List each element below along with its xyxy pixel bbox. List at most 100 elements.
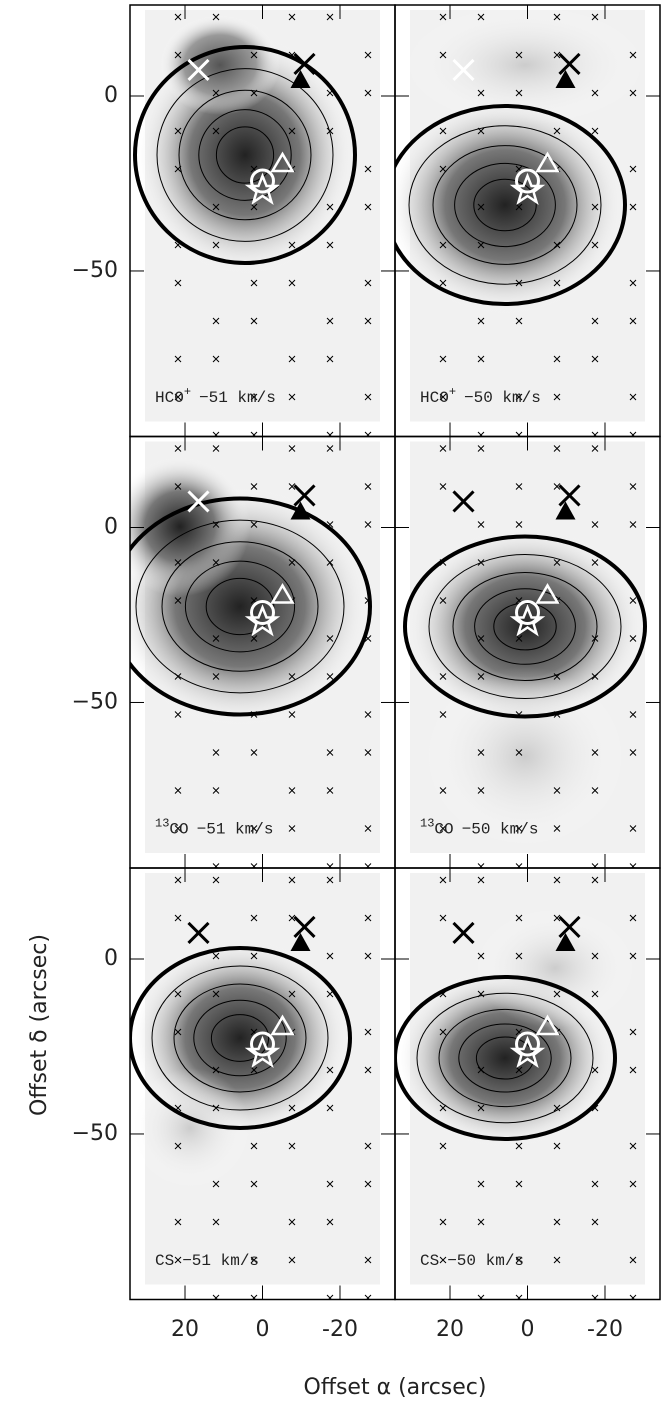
sample-point (629, 1294, 637, 1300)
source-triangle-open (535, 1014, 560, 1036)
sample-point (629, 1256, 637, 1264)
sample-point (439, 445, 447, 452)
panel: CS −50 km/s (394, 867, 661, 1301)
sample-point (515, 952, 523, 960)
emission (160, 15, 280, 115)
sample-point (174, 127, 182, 135)
contour (156, 68, 334, 242)
contour (184, 560, 296, 653)
intensity-map (130, 441, 380, 868)
sample-point (174, 990, 182, 998)
sample-point (326, 1104, 334, 1112)
sample-point (477, 635, 485, 642)
sample-point (326, 749, 334, 756)
sample-point (629, 1066, 637, 1074)
sample-point (364, 431, 372, 437)
sample-point (515, 749, 523, 756)
contour (438, 1008, 572, 1108)
sample-point (515, 1294, 523, 1300)
sample-point (326, 876, 334, 884)
sample-point (212, 673, 220, 680)
sample-point (364, 393, 372, 401)
sample-point (174, 241, 182, 249)
emission (475, 908, 635, 1028)
panel: HCO+ −51 km/s (129, 4, 396, 438)
sample-point (477, 241, 485, 249)
y-tick-label: 0 (104, 514, 118, 539)
sample-point (477, 787, 485, 794)
sample-point (553, 1104, 561, 1112)
thick-contour (133, 45, 357, 265)
source-star (509, 604, 546, 637)
sample-point (364, 1256, 372, 1264)
contour (205, 577, 275, 636)
contour (151, 965, 329, 1111)
sample-point (439, 914, 447, 922)
sample-point (477, 317, 485, 325)
sample-point (288, 241, 296, 249)
sample-point (629, 203, 637, 211)
charge: + (184, 385, 191, 399)
sample-point (364, 711, 372, 718)
sample-point (591, 1104, 599, 1112)
sample-point (591, 317, 599, 325)
sample-point (212, 749, 220, 756)
velocity: −51 km/s (199, 389, 276, 407)
sample-point (326, 1294, 334, 1300)
sample-point (174, 673, 182, 680)
panel-label: 13CO −50 km/s (420, 817, 538, 839)
sample-point (326, 952, 334, 960)
sample-point (212, 317, 220, 325)
sample-point (364, 1142, 372, 1150)
sample-point (212, 990, 220, 998)
sample-point (174, 1104, 182, 1112)
sample-point (174, 914, 182, 922)
sample-point (629, 635, 637, 642)
panel-label: HCO+ −51 km/s (155, 385, 276, 407)
sample-point (288, 355, 296, 363)
panel-label: CS −50 km/s (420, 1252, 524, 1270)
sample-point (212, 1180, 220, 1188)
sample-point (364, 597, 372, 604)
species: CS (420, 1252, 439, 1270)
sample-point (439, 127, 447, 135)
sample-point (288, 1218, 296, 1226)
sample-point (212, 127, 220, 135)
sample-point (174, 13, 182, 21)
sample-point (591, 876, 599, 884)
x-axis-label: Offset α (arcsec) (304, 1375, 487, 1400)
sample-point (326, 203, 334, 211)
panel-label: 13CO −51 km/s (155, 817, 273, 839)
panel: 13CO −51 km/s (129, 435, 396, 869)
sample-point (629, 89, 637, 97)
sample-point (326, 673, 334, 680)
thick-contour (130, 496, 372, 717)
sample-point (364, 1028, 372, 1036)
sample-point (250, 1256, 258, 1264)
sample-point (212, 863, 220, 868)
sample-point (439, 393, 447, 401)
emission (425, 666, 625, 847)
sample-point (439, 13, 447, 21)
sample-point (477, 521, 485, 528)
x-tick-label: 20 (436, 1317, 464, 1342)
sample-point (174, 787, 182, 794)
sample-point (591, 89, 599, 97)
source-triangle-open (270, 1014, 295, 1036)
source-x-white (187, 58, 210, 82)
sample-point (515, 51, 523, 59)
sample-point (364, 51, 372, 59)
sample-point (212, 635, 220, 642)
sample-point (174, 483, 182, 490)
sample-point (439, 483, 447, 490)
velocity: −50 km/s (462, 821, 539, 839)
source-star (244, 604, 281, 637)
sample-point (477, 431, 485, 437)
source-star (244, 172, 281, 205)
sample-point (629, 393, 637, 401)
sample-point (326, 635, 334, 642)
sample-point (439, 165, 447, 173)
sample-point (326, 1066, 334, 1074)
sample-point (477, 355, 485, 363)
sample-point (250, 51, 258, 59)
